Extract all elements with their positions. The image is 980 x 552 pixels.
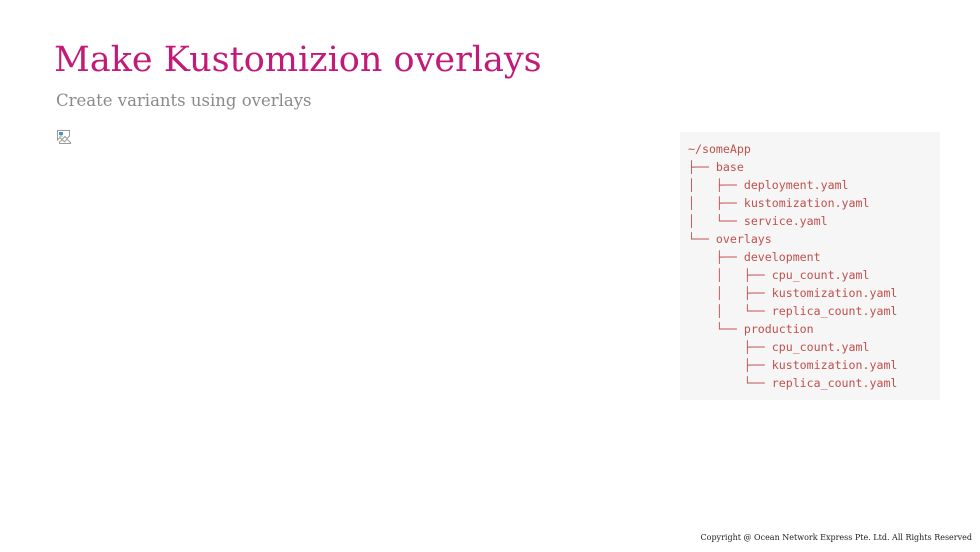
code-line: │ └── replica_count.yaml bbox=[688, 304, 898, 318]
slide-subtitle: Create variants using overlays bbox=[56, 91, 312, 110]
code-line: │ └── service.yaml bbox=[688, 214, 828, 228]
slide-title: Make Kustomizion overlays bbox=[54, 40, 542, 80]
code-line: ├── base bbox=[688, 160, 744, 174]
code-line: │ ├── deployment.yaml bbox=[688, 178, 849, 192]
copyright-notice: Copyright @ Ocean Network Express Pte. L… bbox=[700, 533, 973, 542]
code-line: └── replica_count.yaml bbox=[688, 376, 898, 390]
code-line: ~/someApp bbox=[688, 142, 751, 156]
code-line: │ ├── cpu_count.yaml bbox=[688, 268, 870, 282]
code-line: │ ├── kustomization.yaml bbox=[688, 196, 870, 210]
code-line: ├── development bbox=[688, 250, 821, 264]
code-line: ├── kustomization.yaml bbox=[688, 358, 898, 372]
code-line: └── overlays bbox=[688, 232, 772, 246]
directory-tree-code-block: ~/someApp ├── base │ ├── deployment.yaml… bbox=[680, 132, 940, 400]
code-line: └── production bbox=[688, 322, 814, 336]
broken-image-icon bbox=[56, 129, 72, 145]
code-line: ├── cpu_count.yaml bbox=[688, 340, 870, 354]
code-line: │ ├── kustomization.yaml bbox=[688, 286, 898, 300]
